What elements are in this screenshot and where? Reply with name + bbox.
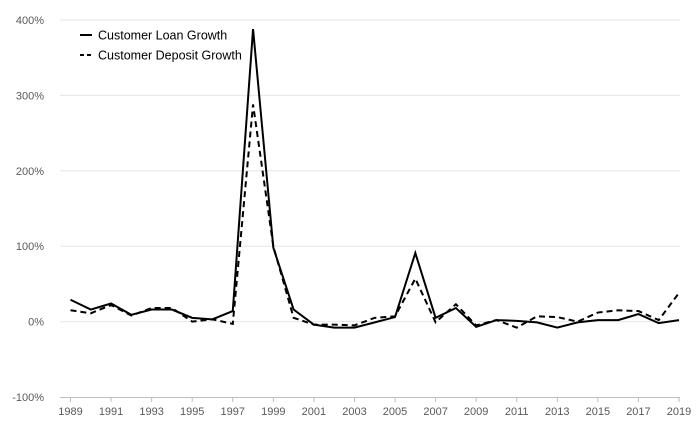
x-tick-label: 2011 [505,406,529,418]
y-tick-label: 200% [16,166,44,178]
legend-label: Customer Deposit Growth [98,49,242,63]
x-tick-label: 2007 [423,406,447,418]
y-axis: -100% 0% 100% 200% 300% 400% [12,15,44,404]
series-line-customer-loan-growth [70,28,680,329]
x-tick-label: 2017 [626,406,650,418]
x-tick-label: 2015 [586,406,610,418]
x-tick-label: 2005 [383,406,407,418]
series-lines [70,28,680,329]
x-tick-label: 1993 [139,406,163,418]
y-tick-label: 0% [28,317,44,329]
x-tick-labels: 1989 1991 1993 1995 1997 1999 2001 2003 2005 2007… [58,406,691,418]
x-tick-label: 2009 [464,406,488,418]
y-tick-label: -100% [12,392,44,404]
legend: Customer Loan Growth Customer Deposit Gro… [80,29,242,63]
x-tick-label: 2019 [667,406,691,418]
x-tick-label: 1999 [261,406,285,418]
series-line-customer-deposit-growth [70,104,680,329]
y-tick-label: 300% [16,90,44,102]
x-axis [60,397,680,402]
x-tick-label: 1991 [99,406,123,418]
gridlines [60,19,680,323]
x-tick-label: 2013 [545,406,569,418]
x-tick-label: 1989 [58,406,82,418]
x-tick-label: 1997 [221,406,245,418]
x-tick-label: 1995 [180,406,204,418]
y-tick-label: 100% [16,241,44,253]
y-tick-label: 400% [16,15,44,27]
x-tick-label: 2001 [302,406,326,418]
x-tick-label: 2003 [342,406,366,418]
legend-label: Customer Loan Growth [98,29,227,43]
